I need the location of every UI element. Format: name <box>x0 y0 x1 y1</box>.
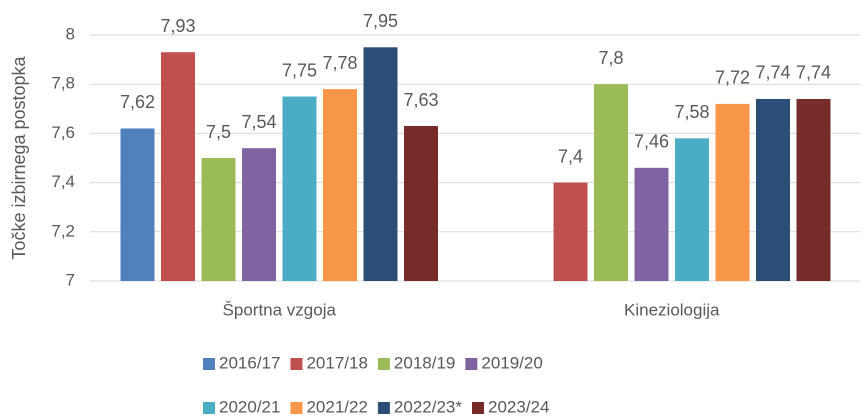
data-label: 7,72 <box>715 68 750 88</box>
y-tick-label: 7,6 <box>51 123 75 142</box>
bar <box>363 47 398 281</box>
legend-label: 2020/21 <box>219 397 280 416</box>
bar <box>323 89 357 282</box>
legend-swatch <box>465 358 478 370</box>
bar <box>796 98 831 282</box>
data-label: 7,74 <box>796 63 831 83</box>
legend-label: 2019/20 <box>481 353 542 372</box>
bar <box>756 98 790 282</box>
legend-label: 2022/23* <box>394 397 462 416</box>
data-label: 7,4 <box>558 146 583 166</box>
bar <box>715 103 750 281</box>
bar <box>553 182 588 281</box>
y-tick-label: 7 <box>66 270 75 289</box>
legend-label: 2018/19 <box>394 353 455 372</box>
data-label: 7,8 <box>598 48 623 68</box>
legend-swatch <box>203 358 215 370</box>
legend-label: 2023/24 <box>488 397 549 416</box>
legend-swatch <box>203 402 215 414</box>
bar <box>675 138 709 281</box>
data-label: 7,63 <box>403 90 438 110</box>
bar <box>594 84 628 281</box>
data-label: 7,93 <box>160 16 195 36</box>
data-label: 7,58 <box>674 102 709 122</box>
legend-label: 2017/18 <box>306 353 367 372</box>
bar <box>242 148 276 281</box>
legend-swatch <box>471 402 484 414</box>
legend-label: 2021/22 <box>306 397 367 416</box>
legend-swatch <box>290 402 303 414</box>
bar <box>120 128 155 281</box>
data-label: 7,5 <box>206 122 231 142</box>
bar <box>404 126 438 282</box>
bar <box>634 167 669 281</box>
bar <box>161 52 195 281</box>
legend-label: 2016/17 <box>219 353 280 372</box>
data-label: 7,75 <box>282 60 317 80</box>
y-tick-label: 7,8 <box>51 74 75 93</box>
x-tick-label: Športna vzgoja <box>223 300 337 319</box>
data-label: 7,74 <box>755 63 790 83</box>
x-tick-label: Kineziologija <box>624 300 720 319</box>
data-label: 7,54 <box>241 112 276 132</box>
y-tick-label: 8 <box>66 24 75 43</box>
legend-swatch <box>290 358 303 370</box>
legend-swatch <box>377 358 390 370</box>
data-label: 7,62 <box>120 92 155 112</box>
data-label: 7,95 <box>363 11 398 31</box>
bar <box>282 96 317 281</box>
data-label: 7,46 <box>634 132 669 152</box>
y-tick-label: 7,4 <box>51 172 75 191</box>
bar <box>201 158 236 281</box>
y-axis-label: Točke izbirnega postopka <box>9 55 29 259</box>
y-tick-label: 7,2 <box>51 221 75 240</box>
data-label: 7,78 <box>322 53 357 73</box>
legend-swatch <box>377 402 390 414</box>
